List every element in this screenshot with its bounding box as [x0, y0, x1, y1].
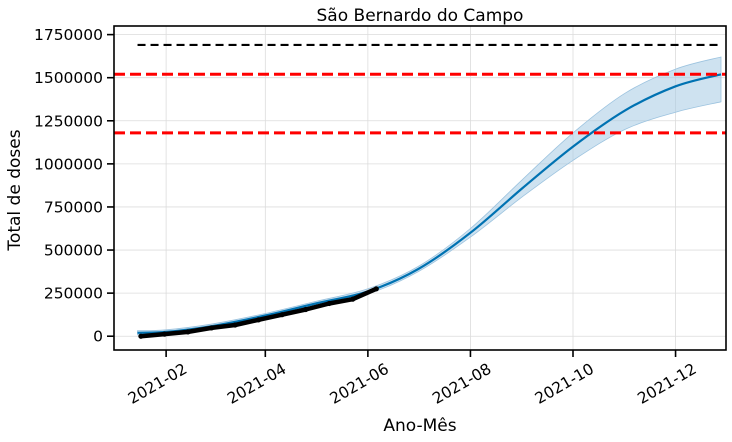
y-tick-label: 0 [93, 328, 103, 346]
x-tick-label: 2021-08 [429, 360, 494, 408]
observed-point [303, 306, 309, 313]
y-tick-label: 750000 [44, 198, 103, 216]
observed-point [373, 286, 379, 292]
x-tick-label: 2021-12 [634, 360, 699, 408]
x-tick-label: 2021-06 [327, 360, 392, 408]
y-tick-label: 1250000 [34, 112, 103, 130]
grid [114, 26, 726, 350]
x-axis: 2021-02 2021-04 2021-06 2021-08 2021-10 2021-… [125, 350, 700, 408]
y-tick-label: 1750000 [34, 26, 103, 44]
plot-frame [113, 25, 727, 351]
x-tick-label: 2021-04 [224, 360, 289, 408]
y-axis-title: Total de doses [5, 129, 25, 251]
observed-point [208, 325, 215, 331]
y-tick-label: 500000 [44, 242, 103, 260]
reference-lines [114, 43, 726, 135]
x-axis-title: Ano-Mês [383, 416, 456, 436]
y-tick-label: 1500000 [34, 69, 103, 87]
y-tick-label: 1000000 [34, 155, 103, 173]
x-tick-label: 2021-02 [125, 360, 190, 408]
observed-point [161, 331, 168, 337]
observed-point [138, 333, 144, 339]
observed-point [232, 322, 238, 328]
observed-point [326, 300, 332, 307]
observed-point [185, 329, 191, 335]
series-layer [137, 73, 722, 339]
y-axis: 0 250000 500000 750000 1000000 1250000 1500000… [34, 26, 114, 346]
observed-point [350, 296, 356, 302]
observed-point [279, 312, 285, 318]
observed-point [255, 317, 262, 323]
chart-title: São Bernardo do Campo [317, 6, 524, 26]
y-tick-label: 250000 [44, 285, 103, 303]
x-tick-label: 2021-10 [532, 360, 597, 408]
